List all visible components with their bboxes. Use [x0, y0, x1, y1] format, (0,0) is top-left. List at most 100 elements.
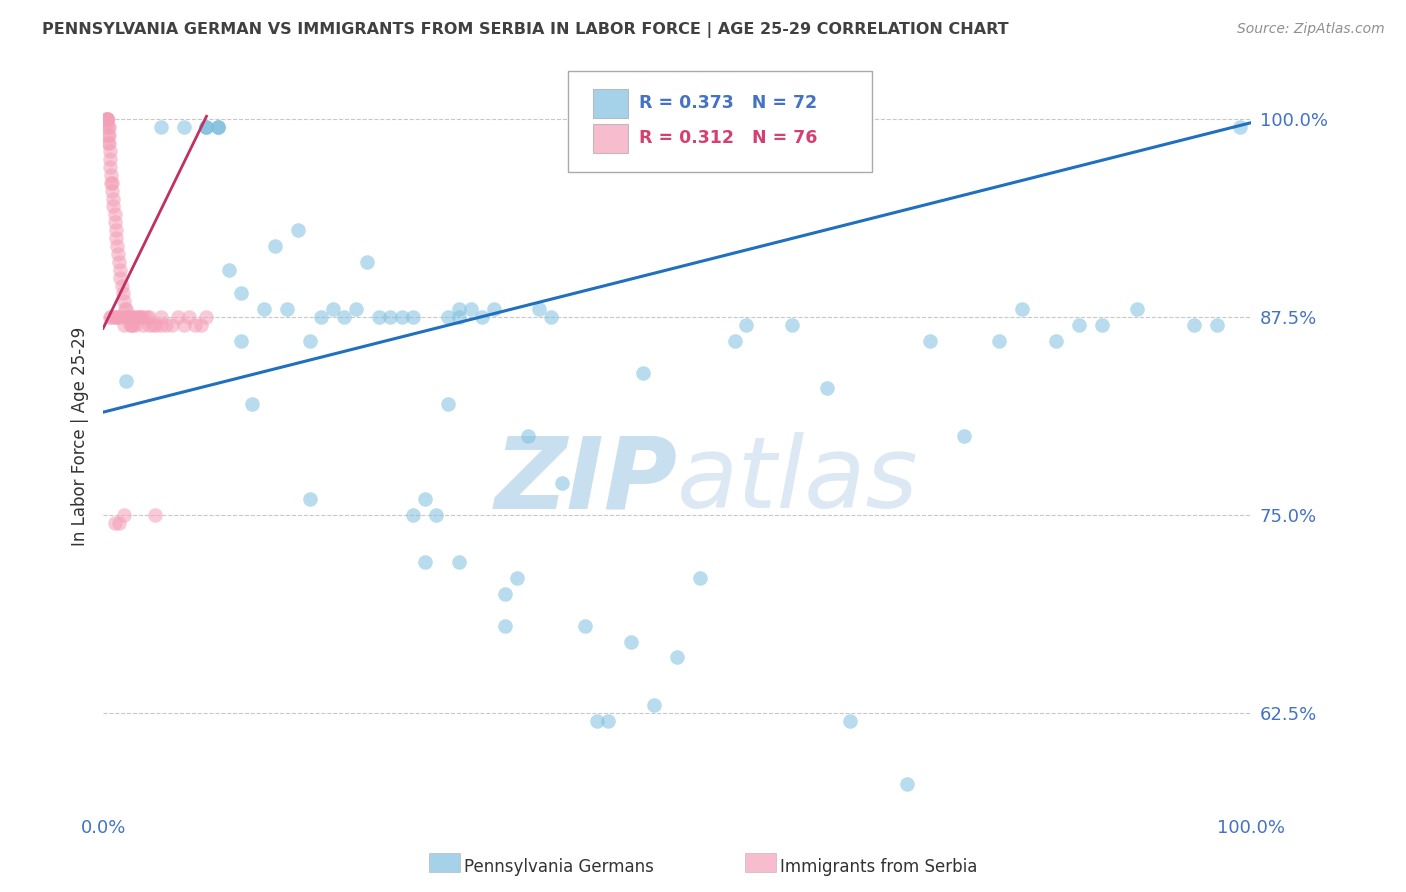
- Text: atlas: atlas: [678, 432, 920, 529]
- Point: [124, 310, 146, 325]
- Point: [551, 476, 574, 491]
- Point: [138, 310, 160, 325]
- Point: [115, 374, 138, 388]
- Point: [149, 318, 172, 333]
- Point: [838, 714, 860, 728]
- Point: [494, 619, 516, 633]
- Point: [413, 556, 436, 570]
- Point: [132, 310, 155, 325]
- Point: [115, 302, 138, 317]
- Point: [112, 294, 135, 309]
- Point: [100, 310, 122, 325]
- Point: [122, 310, 145, 325]
- Point: [287, 223, 309, 237]
- Point: [413, 492, 436, 507]
- Point: [436, 397, 458, 411]
- FancyBboxPatch shape: [593, 124, 628, 153]
- Point: [402, 310, 425, 325]
- Point: [160, 318, 183, 333]
- Text: PENNSYLVANIA GERMAN VS IMMIGRANTS FROM SERBIA IN LABOR FORCE | AGE 25-29 CORRELA: PENNSYLVANIA GERMAN VS IMMIGRANTS FROM S…: [42, 22, 1010, 38]
- Point: [166, 310, 188, 325]
- Point: [1182, 318, 1205, 333]
- Point: [229, 286, 252, 301]
- Point: [780, 318, 803, 333]
- Point: [104, 215, 127, 229]
- Point: [207, 120, 229, 135]
- Point: [1069, 318, 1091, 333]
- Point: [689, 571, 711, 585]
- Point: [121, 318, 143, 333]
- Point: [105, 239, 128, 253]
- Point: [367, 310, 389, 325]
- Point: [918, 334, 941, 348]
- Point: [540, 310, 562, 325]
- Point: [436, 310, 458, 325]
- Point: [97, 128, 120, 143]
- Point: [195, 120, 218, 135]
- Point: [96, 115, 118, 129]
- Point: [143, 508, 166, 522]
- Point: [953, 429, 976, 443]
- Point: [101, 184, 124, 198]
- Point: [96, 112, 118, 127]
- Text: R = 0.373   N = 72: R = 0.373 N = 72: [640, 95, 817, 112]
- Point: [98, 160, 121, 174]
- Point: [132, 318, 155, 333]
- Point: [149, 310, 172, 325]
- Point: [184, 318, 207, 333]
- Point: [115, 310, 138, 325]
- Point: [104, 207, 127, 221]
- Point: [380, 310, 402, 325]
- Point: [124, 318, 146, 333]
- Point: [155, 318, 177, 333]
- Point: [101, 176, 124, 190]
- Point: [173, 318, 195, 333]
- Point: [322, 302, 344, 317]
- Point: [97, 128, 120, 143]
- Point: [173, 120, 195, 135]
- Point: [207, 120, 229, 135]
- Text: Immigrants from Serbia: Immigrants from Serbia: [780, 858, 977, 876]
- Point: [141, 318, 163, 333]
- Point: [104, 223, 127, 237]
- Point: [135, 310, 157, 325]
- Point: [96, 112, 118, 127]
- Point: [471, 310, 494, 325]
- Point: [631, 366, 654, 380]
- Point: [110, 270, 132, 285]
- Point: [815, 381, 838, 395]
- Point: [98, 152, 121, 166]
- Point: [114, 302, 136, 317]
- Point: [100, 176, 122, 190]
- Point: [121, 318, 143, 333]
- Point: [97, 120, 120, 135]
- Point: [96, 112, 118, 127]
- Text: Source: ZipAtlas.com: Source: ZipAtlas.com: [1237, 22, 1385, 37]
- Point: [128, 310, 150, 325]
- Point: [207, 120, 229, 135]
- Point: [449, 302, 471, 317]
- Point: [666, 650, 689, 665]
- Point: [505, 571, 527, 585]
- Point: [107, 247, 129, 261]
- Point: [298, 492, 321, 507]
- Point: [1229, 120, 1251, 135]
- Point: [449, 556, 471, 570]
- Point: [620, 634, 643, 648]
- Y-axis label: In Labor Force | Age 25-29: In Labor Force | Age 25-29: [72, 326, 89, 546]
- Point: [97, 136, 120, 151]
- Point: [104, 516, 127, 530]
- Point: [145, 318, 167, 333]
- Point: [264, 239, 287, 253]
- Point: [98, 310, 121, 325]
- Text: ZIP: ZIP: [495, 432, 678, 529]
- Point: [110, 262, 132, 277]
- Point: [110, 278, 132, 293]
- FancyBboxPatch shape: [568, 71, 873, 172]
- Point: [1091, 318, 1114, 333]
- Point: [724, 334, 747, 348]
- Point: [1206, 318, 1229, 333]
- Point: [460, 302, 482, 317]
- Point: [96, 112, 118, 127]
- Point: [108, 516, 131, 530]
